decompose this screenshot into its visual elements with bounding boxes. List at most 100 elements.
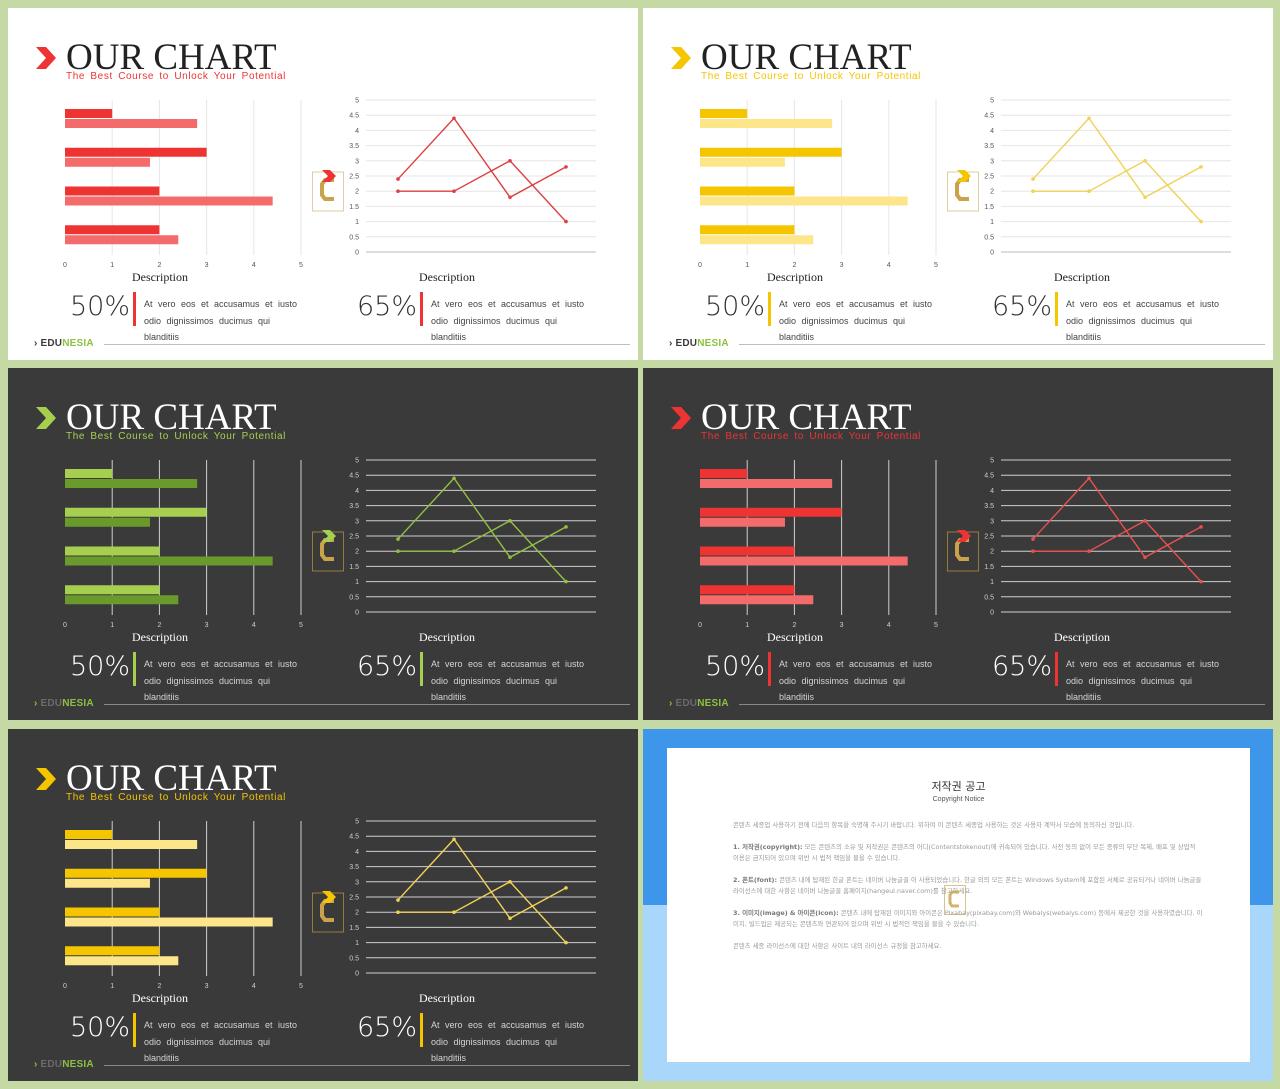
bar <box>700 469 748 478</box>
line-series <box>397 838 567 920</box>
logo-letter <box>955 538 969 561</box>
brand-chevron-icon: › <box>34 338 41 349</box>
bar-x-tick: 0 <box>63 622 67 629</box>
copyright-paragraph-text: 콘텐츠 내에 탑재된 한글 폰트는 네이버 나눔글꼴 이 사용되었습니다. 한글… <box>733 875 1202 896</box>
bar <box>65 878 150 888</box>
chevron-right-icon <box>671 47 691 69</box>
line-y-tick: 1.5 <box>349 925 359 932</box>
bar-x-tick: 3 <box>840 262 844 269</box>
line-chart: 0 0.5 1 1.5 2 2.5 3 3.5 4 4.5 5 <box>349 458 596 617</box>
description-block: Description 50% At vero eos et accusamus e… <box>703 270 963 345</box>
bar-x-tick: 4 <box>887 262 891 269</box>
chevron-right-icon <box>671 407 691 429</box>
line-chart: 0 0.5 1 1.5 2 2.5 3 3.5 4 4.5 5 <box>984 458 1231 617</box>
bar-x-tick: 2 <box>792 622 796 629</box>
line-y-tick: 0.5 <box>349 955 359 962</box>
brand-edu: EDU <box>40 698 63 709</box>
bar-chart-area: 0 1 2 3 4 5 <box>38 448 318 629</box>
brand-chevron-icon: › <box>669 698 676 709</box>
line-y-tick: 0.5 <box>349 594 359 601</box>
line-y-tick: 2.5 <box>984 174 994 181</box>
slide-subtitle: The Best Course to Unlock Your Potential <box>701 431 921 442</box>
line-point <box>1199 525 1203 529</box>
footer-line <box>104 1065 630 1066</box>
copyright-paragraph: 3. 이미지(image) & 아이콘(icon): 콘텐츠 내에 탑재된 이미… <box>733 908 1203 931</box>
line-series <box>1032 117 1202 199</box>
brand-logo: › EDUNESIA <box>34 1059 94 1070</box>
description-percent: 65% <box>357 291 418 322</box>
logo-chevron <box>322 891 336 903</box>
description-heading: Description <box>767 630 823 644</box>
line-series <box>398 880 567 944</box>
line-y-tick: 4 <box>990 488 994 495</box>
description-heading: Description <box>132 630 188 644</box>
bar-chart: 0 1 2 3 4 5 <box>63 100 303 269</box>
description-text: At vero eos et accusamus et iusto odio d… <box>144 1020 298 1063</box>
bar-x-tick: 2 <box>157 262 161 269</box>
line-y-tick: 5 <box>990 458 994 465</box>
logo-letter <box>320 178 334 201</box>
description-heading: Description <box>1054 270 1110 284</box>
brand-nesia: NESIA <box>62 1059 94 1070</box>
line-y-tick: 1.5 <box>349 204 359 211</box>
bar-x-tick: 0 <box>698 622 702 629</box>
copyright-body: 콘텐츠 세종업 사용하기 전에 다음의 항목을 숙명해 주시기 바랍니다. 위하… <box>733 820 1203 962</box>
description-text: At vero eos et accusamus et iusto odio d… <box>779 299 933 342</box>
description-heading: Description <box>1054 630 1110 644</box>
footer-line <box>104 704 630 705</box>
line-point <box>564 165 568 169</box>
chevron-right-icon <box>36 47 56 69</box>
logo-letter <box>320 538 334 561</box>
description-heading: Description <box>419 630 475 644</box>
slide-footer: › EDUNESIA <box>669 698 1265 712</box>
brand-logo: › EDUNESIA <box>669 338 729 349</box>
line-point <box>564 886 568 890</box>
line-point <box>1199 165 1203 169</box>
description-percent: 50% <box>705 651 766 682</box>
chevron-shape <box>36 768 56 790</box>
bar-x-tick: 5 <box>934 622 938 629</box>
line-y-tick: 0 <box>355 610 359 617</box>
bar-x-tick: 5 <box>299 262 303 269</box>
copyright-title: 저작권 공고 <box>931 780 986 793</box>
copyright-paragraph-heading: 1. 저작권(copyright): <box>733 842 803 851</box>
description-block: Description 65% At vero eos et accusamus e… <box>355 270 615 345</box>
line-y-tick: 4.5 <box>349 113 359 120</box>
slide-footer: › EDUNESIA <box>34 1059 630 1073</box>
bar <box>65 868 207 878</box>
bar <box>700 225 795 235</box>
contents-logo-icon <box>947 170 979 212</box>
chart-slide: OUR CHART The Best Course to Unlock Your … <box>8 8 638 360</box>
copyright-paragraph: 콘텐츠 세종업 사용하기 전에 다음의 항목을 숙명해 주시기 바랍니다. 위하… <box>733 821 1135 829</box>
slide-subtitle: The Best Course to Unlock Your Potential <box>66 71 286 82</box>
contents-logo-icon <box>312 170 344 212</box>
bar <box>700 556 908 566</box>
line-y-tick: 3 <box>355 158 359 165</box>
description-accent-bar <box>133 652 136 686</box>
bar-chart-area: 0 1 2 3 4 5 <box>673 448 953 629</box>
chevron-shape <box>671 407 691 429</box>
line-series <box>398 159 567 223</box>
bar-x-tick: 1 <box>110 262 114 269</box>
description-block: Description 65% At vero eos et accusamus e… <box>355 991 615 1066</box>
description-accent-bar <box>768 652 771 686</box>
bar-x-tick: 3 <box>205 622 209 629</box>
bar <box>65 840 198 849</box>
bar <box>65 507 207 517</box>
line-y-tick: 0 <box>990 610 994 617</box>
brand-nesia: NESIA <box>697 338 729 349</box>
line-y-tick: 4 <box>355 849 359 856</box>
description-accent-bar <box>420 292 423 326</box>
description-heading: Description <box>132 991 188 1005</box>
line-y-tick: 3 <box>355 518 359 525</box>
brand-edu: EDU <box>40 1059 63 1070</box>
line-y-tick: 3.5 <box>349 143 359 150</box>
line-y-tick: 4.5 <box>349 473 359 480</box>
line-y-tick: 5 <box>355 98 359 105</box>
bar <box>65 946 160 956</box>
line-chart-area: 0 0.5 1 1.5 2 2.5 3 3.5 4 4.5 5 <box>338 88 603 263</box>
chevron-shape <box>36 407 56 429</box>
brand-logo: › EDUNESIA <box>669 698 729 709</box>
line-y-tick: 4 <box>355 128 359 135</box>
bar-x-tick: 3 <box>840 622 844 629</box>
